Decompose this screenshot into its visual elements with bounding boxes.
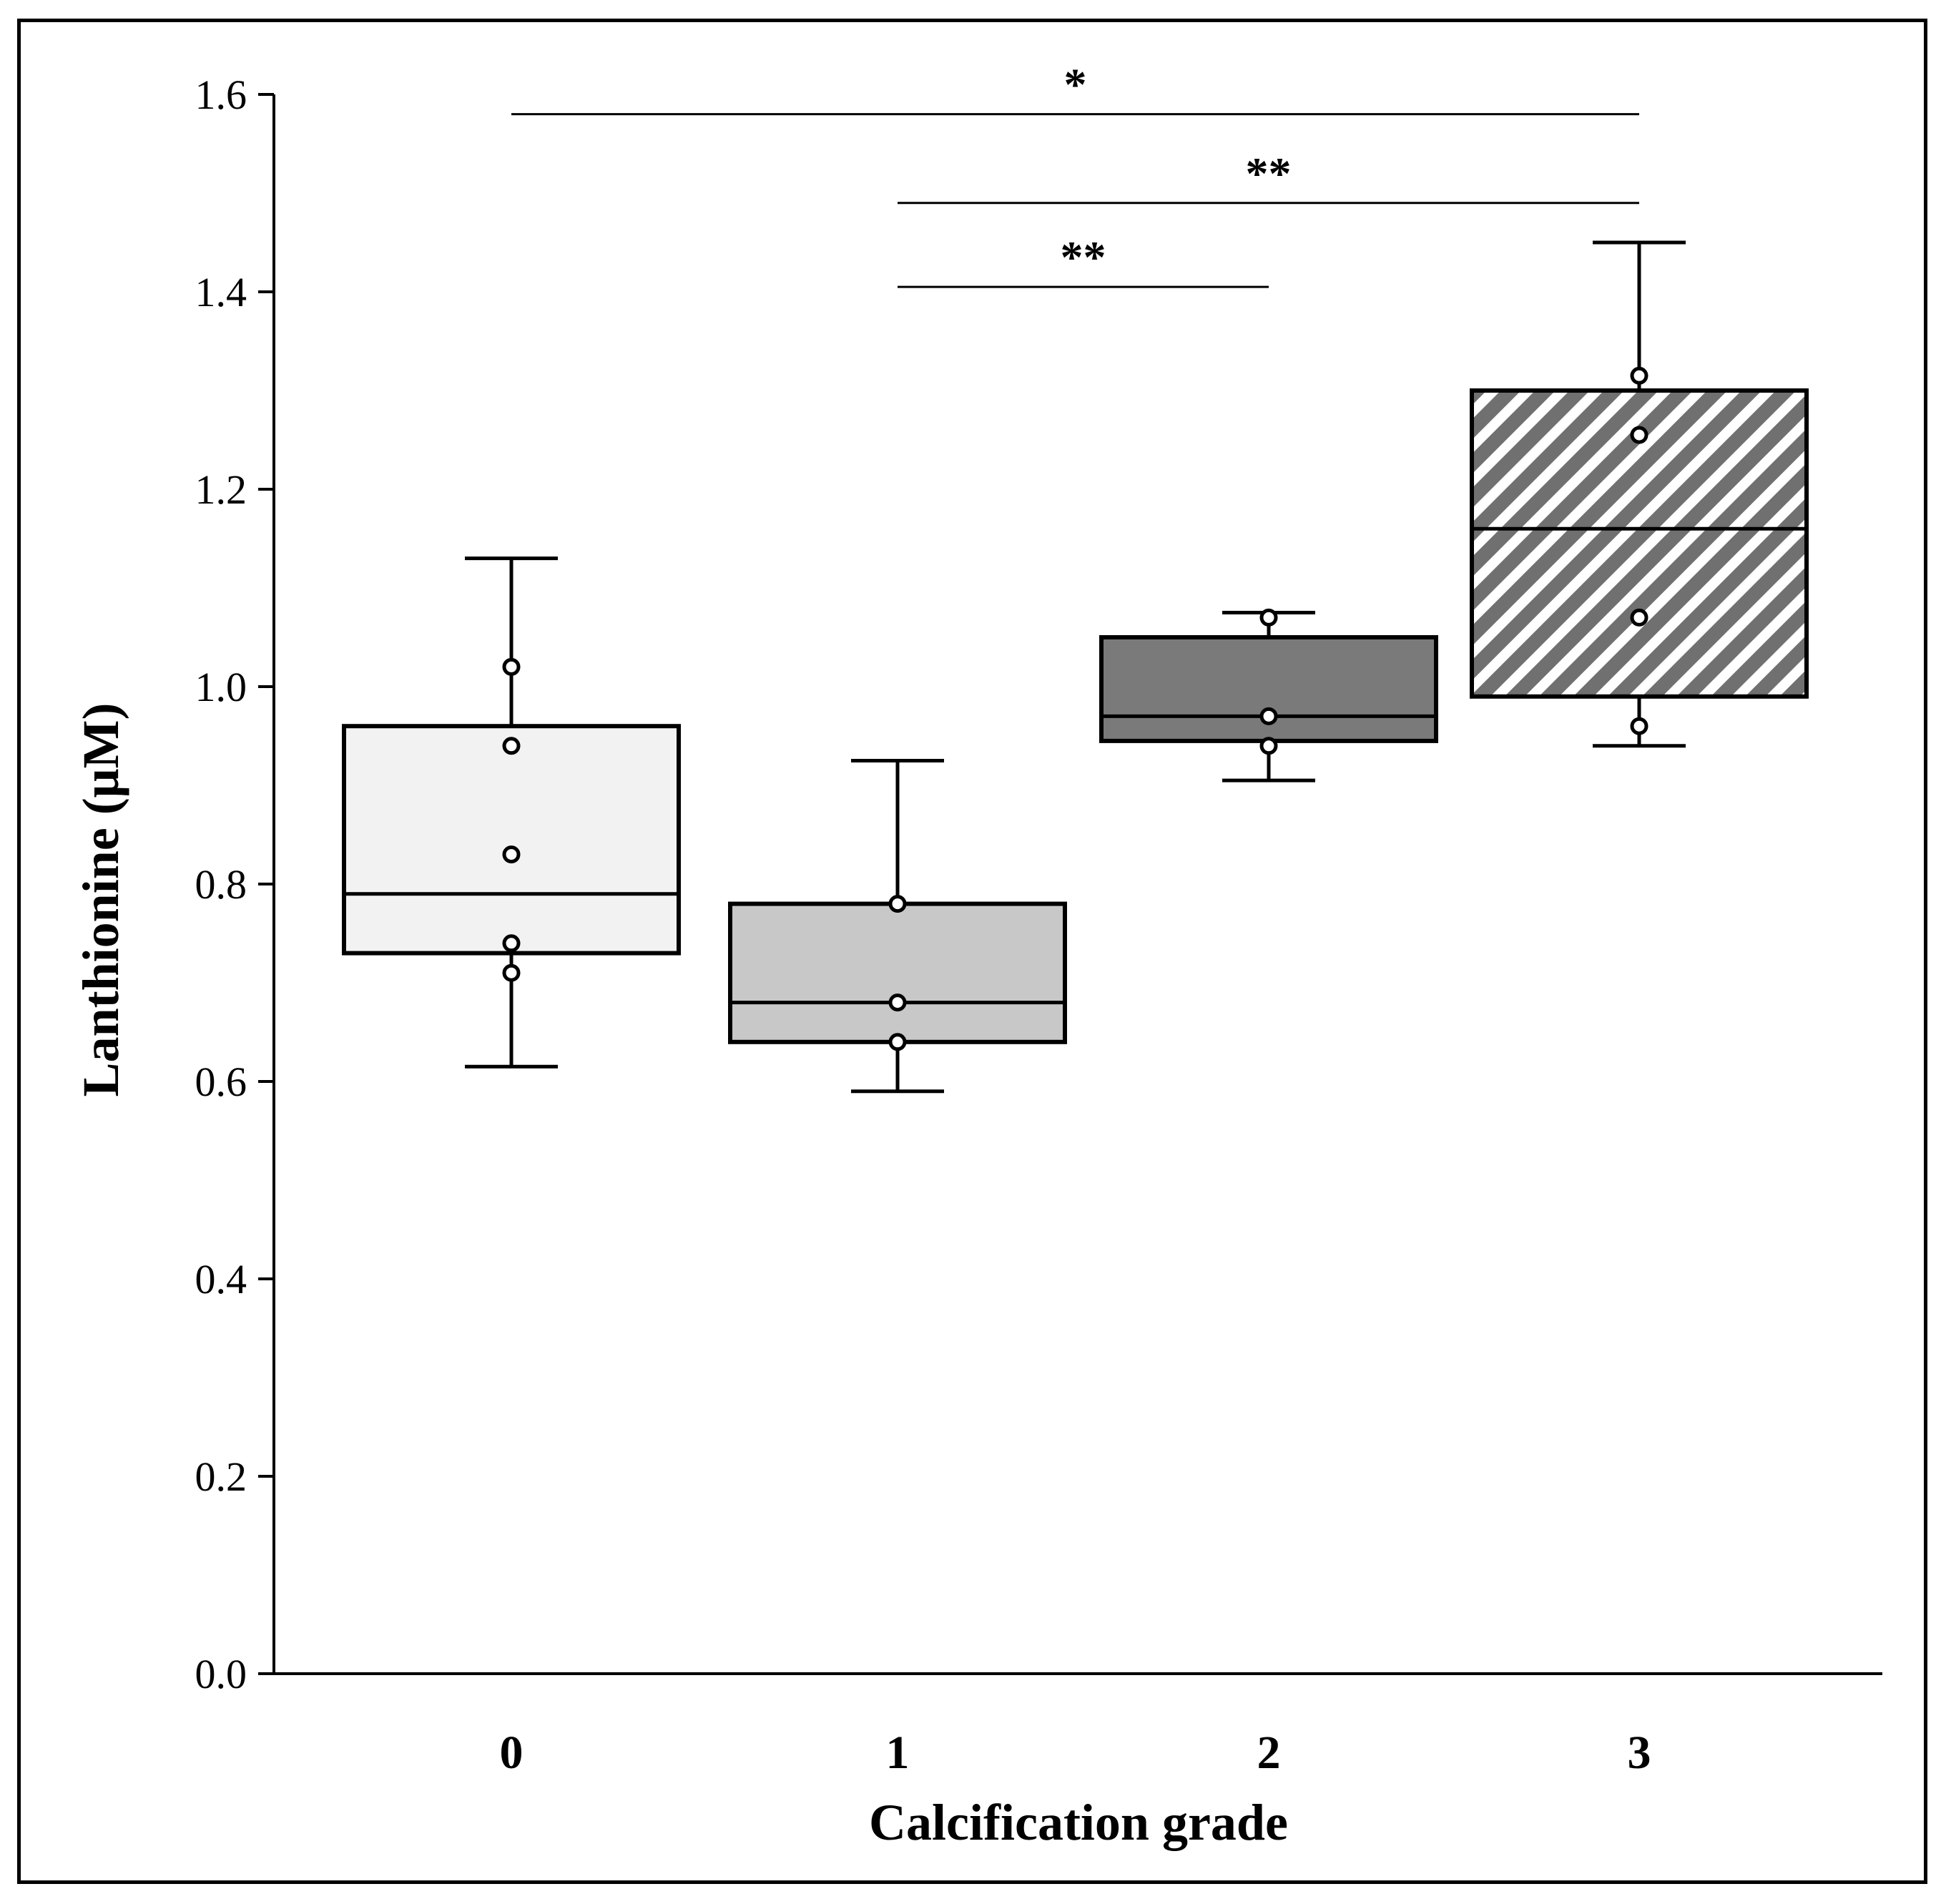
y-tick-label: 0.8 (195, 861, 247, 908)
data-point (1630, 426, 1648, 444)
significance-marker: * (1064, 59, 1087, 110)
data-point (1259, 707, 1278, 725)
box-group-2 (1099, 608, 1438, 782)
labels-layer: Calcification grade Lanthionine (μM) (72, 703, 1288, 1851)
y-axis-title: Lanthionine (μM) (72, 703, 129, 1097)
x-tick-label: 1 (886, 1727, 910, 1779)
axes-layer: 0.0 0.2 0.4 0.6 0.8 1.0 1.2 1.4 1.6 0 1 2 3 (195, 72, 1882, 1779)
y-tick-label: 1.2 (195, 466, 247, 513)
data-point (888, 993, 907, 1012)
significance-layer: ***** (511, 59, 1639, 288)
data-point (1630, 366, 1648, 385)
data-point (502, 934, 521, 953)
y-tick-label: 0.0 (195, 1651, 247, 1697)
box-iqr (342, 724, 681, 956)
data-point (1259, 608, 1278, 627)
x-tick-label: 3 (1628, 1727, 1651, 1779)
y-tick-label: 1.4 (195, 269, 247, 315)
x-tick-label: 2 (1257, 1727, 1281, 1779)
data-point (502, 963, 521, 982)
x-axis-title: Calcification grade (869, 1794, 1288, 1851)
box-group-0 (342, 556, 681, 1069)
box-iqr (728, 901, 1067, 1044)
y-tick-label: 1.0 (195, 664, 247, 710)
data-point (502, 737, 521, 755)
figure-frame (17, 19, 1927, 1884)
y-tick-label: 1.6 (195, 72, 247, 118)
data-point (1630, 608, 1648, 627)
data-point (888, 895, 907, 913)
box-iqr (1099, 635, 1438, 743)
y-tick-label: 0.4 (195, 1256, 247, 1302)
significance-marker: ** (1061, 232, 1106, 283)
box-group-1 (728, 759, 1067, 1094)
box-group-3 (1470, 240, 1809, 748)
data-point (1630, 717, 1648, 735)
data-point (502, 845, 521, 864)
boxes-layer (342, 240, 1809, 1094)
y-tick-label: 0.2 (195, 1453, 247, 1500)
data-point (888, 1033, 907, 1051)
y-tick-label: 0.6 (195, 1059, 247, 1105)
data-point (1259, 737, 1278, 755)
data-point (502, 657, 521, 676)
significance-marker: ** (1246, 148, 1292, 199)
x-tick-label: 0 (500, 1727, 524, 1779)
